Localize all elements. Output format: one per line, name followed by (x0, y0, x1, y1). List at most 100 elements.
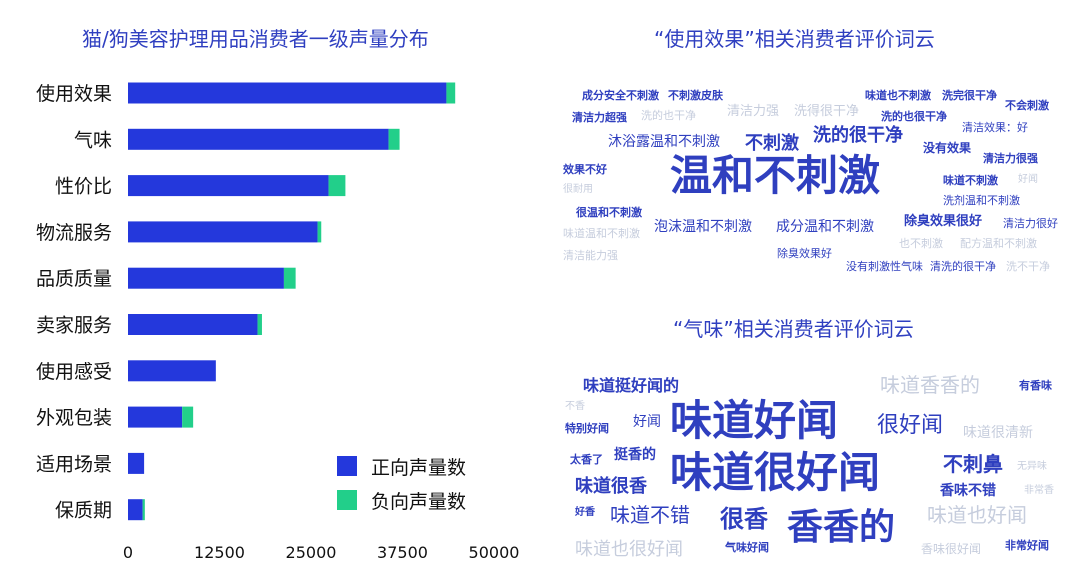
chart-legend: 正向声量数 负向声量数 (337, 449, 466, 517)
bar-negative (283, 267, 296, 289)
cloud-word: 味道不刺激 (943, 174, 998, 187)
bar-negative (317, 221, 322, 243)
cloud-word: 也不刺激 (899, 237, 943, 250)
bar-positive (128, 452, 145, 474)
category-label: 保质期 (55, 500, 112, 522)
cloud-word: 很香 (720, 505, 768, 533)
x-tick-label: 12500 (194, 543, 245, 562)
cloud-word: 味道很香 (575, 476, 647, 497)
x-tick-label: 25000 (286, 543, 337, 562)
cloud-word: 很温和不刺激 (576, 206, 642, 219)
cloud-word: 非常好闻 (1005, 539, 1049, 552)
cloud-word: 好香 (575, 507, 595, 518)
bar-negative (388, 128, 400, 150)
bar-positive (128, 406, 183, 428)
cloud-word: 没有刺激性气味 (846, 260, 923, 273)
legend-swatch-negative (337, 490, 357, 510)
cloud-word: 很好闻 (877, 413, 944, 438)
category-label: 外观包装 (36, 407, 112, 429)
cloud-word: 特别好闻 (565, 422, 609, 435)
bar-negative (142, 499, 145, 521)
cloud-word: 效果不好 (563, 163, 607, 176)
cloud-word: 不刺激 (745, 133, 799, 154)
cloud-word: 香味不错 (940, 483, 996, 499)
category-label: 使用效果 (36, 83, 112, 105)
bar-negative (328, 175, 346, 197)
cloud-word: 不刺鼻 (943, 452, 1003, 476)
cloud-word: 泡沫温和不刺激 (654, 219, 752, 235)
legend-label-negative: 负向声量数 (371, 490, 467, 513)
category-label: 品质质量 (36, 268, 112, 290)
bar-positive (128, 314, 258, 335)
cloud-word: 好闻 (633, 414, 661, 430)
cloud-word: 清洁力强 (727, 104, 780, 119)
cloud-word: 味道也很好闻 (575, 539, 683, 560)
bar-negative (182, 406, 194, 428)
cloud-word: 清洁力很好 (1003, 217, 1058, 230)
cloud-word: 温和不刺激 (670, 151, 881, 200)
cloud-word: 除臭效果很好 (904, 214, 983, 229)
cloud-word: 味道挺好闻的 (583, 376, 680, 395)
cloud-word: 无异味 (1017, 461, 1047, 472)
legend-swatch-positive (337, 456, 357, 476)
legend-item-negative[interactable]: 负向声量数 (337, 483, 466, 517)
cloud-word: 配方温和不刺激 (960, 237, 1037, 250)
bar-positive (128, 267, 284, 289)
cloud-word: 味道很清新 (963, 425, 1033, 441)
legend-label-positive: 正向声量数 (371, 456, 467, 479)
cloud-word: 味道也不刺激 (865, 89, 931, 102)
category-label: 适用场景 (36, 453, 112, 475)
cloud-word: 很耐用 (563, 184, 593, 195)
cloud-word: 气味好闻 (725, 541, 769, 554)
cloud-word: 好闻 (1018, 174, 1038, 185)
cloud-word: 清洗的很干净 (930, 260, 996, 273)
bar-negative (257, 314, 262, 335)
cloud-word: 味道香香的 (880, 373, 980, 397)
cloud-word: 清洁力超强 (572, 111, 627, 124)
cloud-word: 香味很好闻 (921, 542, 982, 556)
chart-title: 猫/狗美容护理用品消费者一级声量分布 (82, 27, 429, 51)
cloud-word: 味道也好闻 (927, 503, 1027, 527)
cloud-word: 除臭效果好 (777, 247, 832, 260)
x-tick-label: 0 (123, 543, 133, 562)
word-cloud-smell: 味道挺好闻的 味道香香的 有香味 不香 好闻 味道好闻 很好闻 特别好闻 味道很清新 太香了 挺香的… (555, 370, 1060, 580)
cloud-word: 洗剂温和不刺激 (943, 194, 1020, 207)
bar-positive (128, 175, 329, 197)
cloud-word: 不刺激皮肤 (668, 89, 723, 102)
cloud-word: 没有效果 (923, 141, 972, 155)
cloud2-title: “气味”相关消费者评价词云 (673, 317, 914, 341)
cloud-word: 味道很好闻 (670, 448, 881, 497)
cloud-word: 洗的也很干净 (881, 110, 947, 123)
bar-positive (128, 360, 216, 382)
cloud-word: 味道温和不刺激 (563, 227, 640, 240)
cloud-word: 成分温和不刺激 (776, 219, 874, 235)
cloud-word: 清洁力很强 (983, 152, 1038, 165)
bar-positive (128, 128, 389, 150)
cloud1-title: “使用效果”相关消费者评价词云 (654, 27, 935, 51)
cloud-word: 洗的很干净 (813, 125, 903, 146)
bar-positive (128, 499, 143, 521)
cloud-word: 有香味 (1019, 379, 1052, 392)
cloud-word: 挺香的 (614, 447, 656, 463)
category-label: 物流服务 (36, 222, 112, 244)
category-label: 气味 (74, 129, 112, 151)
cloud-word: 清洁能力强 (563, 249, 618, 262)
x-tick-label: 50000 (469, 543, 520, 562)
cloud-word: 非常香 (1024, 485, 1054, 496)
cloud-word: 清洁效果：好 (962, 121, 1028, 134)
word-cloud-effect: 成分安全不刺激 不刺激皮肤 味道也不刺激 洗完很干净 不会刺激 清洁力超强 洗的也干净 清洁力… (555, 80, 1060, 280)
cloud-word: 太香了 (570, 453, 603, 466)
cloud-word: 沐浴露温和不刺激 (608, 134, 720, 150)
cloud-word: 不香 (565, 401, 585, 412)
bar-negative (446, 82, 456, 104)
cloud-word: 洗的也干净 (641, 109, 696, 122)
cloud-word: 不会刺激 (1005, 99, 1049, 112)
category-label: 性价比 (55, 176, 112, 198)
cloud-word: 洗得很干净 (794, 104, 860, 119)
cloud-word: 味道不错 (610, 503, 690, 527)
category-label: 卖家服务 (36, 315, 112, 337)
bar-positive (128, 82, 447, 104)
legend-item-positive[interactable]: 正向声量数 (337, 449, 466, 483)
category-label: 使用感受 (36, 361, 112, 383)
